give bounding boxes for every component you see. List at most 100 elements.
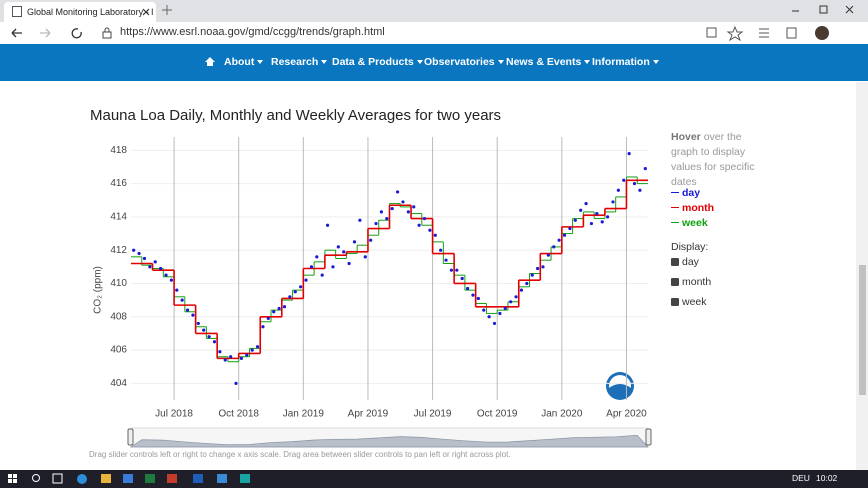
y-tick-label: 406	[110, 345, 127, 356]
nav-item[interactable]: News & Events	[506, 56, 591, 68]
clock[interactable]: 10:02	[816, 473, 838, 483]
slider-handle[interactable]	[127, 428, 134, 446]
chart-title: Mauna Loa Daily, Monthly and Weekly Aver…	[90, 107, 502, 124]
toolbar-icons[interactable]	[705, 25, 835, 41]
nav-item[interactable]: Information	[592, 56, 659, 68]
day-point	[562, 233, 567, 237]
day-point	[589, 221, 594, 226]
day-point	[304, 278, 308, 282]
nav-label: Research	[271, 56, 319, 68]
day-point	[207, 335, 211, 339]
day-point	[487, 315, 491, 319]
display-toggle[interactable]: month	[671, 276, 711, 288]
display-toggle[interactable]: week	[671, 296, 707, 308]
y-tick-label: 408	[110, 311, 127, 322]
day-point	[223, 358, 227, 362]
url[interactable]: https://www.esrl.noaa.gov/gmd/ccgg/trend…	[120, 26, 385, 38]
day-point	[325, 223, 330, 227]
day-point	[250, 348, 254, 352]
day-point	[412, 205, 416, 209]
day-point	[196, 321, 200, 326]
day-point	[175, 288, 179, 292]
caret	[652, 60, 659, 65]
close-tab[interactable]	[142, 8, 150, 16]
page-icon	[12, 6, 22, 17]
tab[interactable]: Global Monitoring Laboratory - I	[4, 2, 156, 22]
nav-buttons[interactable]	[10, 26, 100, 40]
day-point	[471, 293, 475, 297]
day-point	[148, 265, 152, 269]
x-tick-label: Oct 2018	[218, 409, 259, 420]
y-axis-label: CO₂ (ppm)	[93, 266, 104, 314]
day-point	[272, 310, 276, 314]
day-point	[385, 216, 389, 221]
caret	[416, 60, 423, 65]
legend-label: month	[682, 202, 715, 214]
day-point	[218, 350, 222, 354]
scroll-thumb[interactable]	[859, 265, 866, 395]
x-tick-label: Jul 2019	[414, 409, 452, 420]
nav-item[interactable]: Research	[271, 56, 328, 68]
x-tick-label: Apr 2020	[606, 409, 647, 420]
day-point	[632, 182, 637, 186]
day-point	[358, 218, 362, 222]
day-point	[600, 220, 604, 224]
day-point	[622, 178, 626, 182]
legend-swatch	[671, 191, 679, 193]
day-point	[288, 295, 292, 299]
day-point	[255, 345, 260, 349]
new-tab[interactable]	[162, 5, 172, 15]
day-point	[595, 211, 599, 216]
checkbox[interactable]	[671, 258, 679, 266]
day-point	[212, 340, 217, 344]
language[interactable]: DEU	[792, 473, 810, 483]
day-point	[460, 276, 464, 281]
legend-item: month	[671, 202, 714, 214]
day-point	[153, 260, 157, 264]
nav-item[interactable]: Data & Products	[332, 56, 423, 68]
day-point	[374, 221, 378, 226]
display-toggle[interactable]: day	[671, 256, 699, 268]
caret	[321, 60, 328, 65]
day-point	[180, 298, 184, 302]
day-point	[439, 248, 443, 252]
day-point	[449, 268, 454, 272]
day-point	[428, 228, 432, 232]
day-point	[433, 233, 437, 237]
nav-bar	[0, 44, 868, 81]
window-controls[interactable]	[790, 4, 860, 16]
day-point	[498, 311, 502, 316]
y-tick-label: 404	[110, 378, 127, 389]
day-point	[331, 265, 335, 269]
day-point	[336, 245, 340, 249]
day-point	[164, 273, 168, 277]
legend-swatch	[671, 221, 679, 223]
day-point	[503, 306, 507, 311]
day-point	[525, 281, 529, 286]
x-tick-label: Oct 2019	[477, 409, 518, 420]
nav-item[interactable]: About	[224, 56, 264, 68]
legend-label: day	[682, 187, 701, 199]
day-point	[401, 200, 405, 204]
day-point	[299, 285, 303, 289]
day-point	[277, 306, 281, 311]
hover-bold: Hover	[671, 131, 701, 143]
day-point	[293, 290, 297, 294]
taskbar-icons[interactable]	[0, 470, 270, 488]
day-point	[573, 218, 577, 222]
day-point	[444, 258, 448, 262]
nav-item[interactable]: Observatories	[424, 56, 504, 68]
day-point	[239, 356, 244, 360]
slider-handle[interactable]	[645, 428, 652, 446]
home-icon[interactable]	[204, 56, 216, 67]
caret	[257, 60, 264, 65]
hover-text: over the graph to display values for spe…	[671, 131, 755, 188]
checkbox[interactable]	[671, 298, 679, 306]
day-point	[611, 200, 615, 204]
x-tick-label: Apr 2019	[348, 409, 389, 420]
checkbox[interactable]	[671, 278, 679, 286]
day-point	[552, 245, 556, 249]
x-tick-label: Jul 2018	[155, 409, 193, 420]
